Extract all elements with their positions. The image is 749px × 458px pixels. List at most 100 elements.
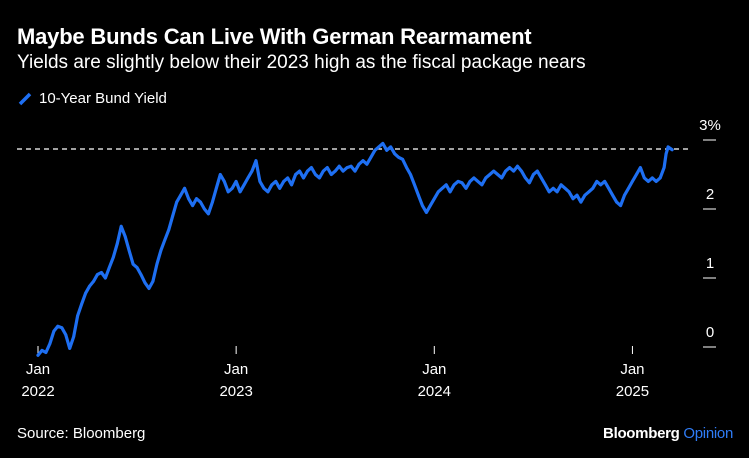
data-point xyxy=(254,159,258,163)
data-point xyxy=(571,197,575,201)
data-point xyxy=(44,351,48,354)
data-point xyxy=(607,186,611,190)
data-point xyxy=(440,186,444,190)
data-point xyxy=(333,169,337,173)
y-axis: 0 1 2 3% xyxy=(699,117,721,348)
data-point xyxy=(452,183,456,187)
data-point xyxy=(448,190,452,194)
data-point xyxy=(242,183,246,187)
data-point xyxy=(195,197,198,201)
data-point xyxy=(361,159,365,163)
data-point xyxy=(302,176,305,180)
data-point xyxy=(456,180,460,183)
data-point xyxy=(373,148,377,152)
data-point xyxy=(425,211,428,214)
data-point xyxy=(270,183,274,187)
legend: 10-Year Bund Yield xyxy=(17,90,167,107)
data-point xyxy=(155,262,159,266)
y-tick-label: 3% xyxy=(699,117,721,134)
data-point xyxy=(623,193,626,197)
data-point xyxy=(52,329,56,333)
data-point xyxy=(250,169,254,173)
source-note: Source: Bloomberg xyxy=(17,425,146,442)
data-point xyxy=(619,204,622,208)
data-point xyxy=(163,238,167,242)
data-point xyxy=(543,183,547,187)
data-point xyxy=(318,176,321,180)
data-point xyxy=(615,200,618,204)
data-point xyxy=(100,271,103,274)
data-point xyxy=(76,314,79,318)
x-axis: Jan 2022 Jan 2023 Jan 2024 Jan 2025 xyxy=(21,346,649,400)
data-point xyxy=(508,166,511,170)
data-point xyxy=(88,284,91,288)
data-point xyxy=(468,180,472,183)
data-point xyxy=(666,145,670,149)
data-point xyxy=(639,166,642,170)
data-point xyxy=(64,333,68,336)
data-point xyxy=(171,214,175,218)
data-point xyxy=(321,169,325,173)
data-point xyxy=(377,145,381,149)
data-point xyxy=(579,200,583,204)
data-point xyxy=(646,180,650,183)
x-tick-label-month: Jan xyxy=(422,361,446,378)
series-line-0 xyxy=(36,141,674,357)
data-point xyxy=(337,164,341,168)
data-point xyxy=(187,197,191,201)
data-point xyxy=(290,183,293,187)
plot-area xyxy=(17,141,690,357)
brand-main: Bloomberg xyxy=(603,425,680,442)
x-tick-label-month: Jan xyxy=(26,361,50,378)
data-point xyxy=(658,176,662,180)
data-point xyxy=(409,173,412,176)
data-point xyxy=(654,180,658,183)
data-point xyxy=(595,180,599,183)
data-point xyxy=(393,152,397,156)
data-point xyxy=(381,142,385,145)
legend-label: 10-Year Bund Yield xyxy=(39,90,167,107)
x-tick-label-year: 2022 xyxy=(21,383,54,400)
data-point xyxy=(583,193,587,197)
y-tick-label: 2 xyxy=(706,186,714,203)
data-point xyxy=(80,302,83,306)
data-point xyxy=(385,148,389,152)
data-point xyxy=(464,186,468,190)
data-point xyxy=(306,169,309,173)
data-point xyxy=(551,186,555,190)
data-point xyxy=(413,183,416,187)
data-point xyxy=(631,180,634,183)
y-tick-label: 0 xyxy=(706,324,714,341)
x-tick-label-month: Jan xyxy=(620,361,644,378)
data-point xyxy=(111,255,115,259)
data-point xyxy=(401,157,404,161)
data-point xyxy=(167,228,171,232)
data-point xyxy=(72,335,76,338)
y-tick-label: 1 xyxy=(706,255,714,272)
data-point xyxy=(135,266,139,269)
data-point xyxy=(56,324,60,328)
data-point xyxy=(325,166,329,170)
data-point xyxy=(389,145,393,149)
data-point xyxy=(329,173,333,176)
data-point xyxy=(512,169,515,173)
data-point xyxy=(353,169,357,173)
data-point xyxy=(36,353,40,357)
x-tick-label-month: Jan xyxy=(224,361,248,378)
data-point xyxy=(48,342,52,345)
data-point xyxy=(547,190,551,194)
data-point xyxy=(627,186,630,190)
data-point xyxy=(258,180,262,183)
data-point xyxy=(635,173,638,176)
data-point xyxy=(238,190,242,194)
data-point xyxy=(405,166,408,170)
data-point xyxy=(492,169,496,173)
data-point xyxy=(211,200,214,204)
x-tick-label-year: 2025 xyxy=(616,383,649,400)
data-point xyxy=(262,186,266,190)
data-point xyxy=(203,207,206,211)
data-point xyxy=(341,169,345,173)
data-point xyxy=(472,176,476,180)
data-point xyxy=(563,186,567,190)
